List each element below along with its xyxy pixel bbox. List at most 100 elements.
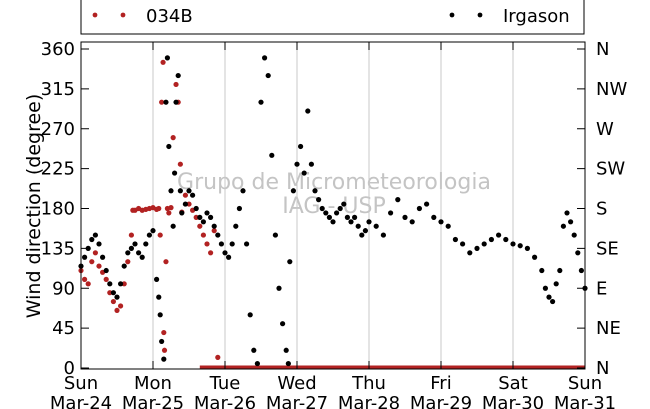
point-irgason-49 xyxy=(229,241,235,247)
y2-tick-label-3: SE xyxy=(596,238,619,259)
y2-tick-label-1: NE xyxy=(596,318,621,339)
point-irgason-33 xyxy=(175,72,181,79)
point-034b-45 xyxy=(208,250,214,256)
point-irgason-80 xyxy=(337,205,343,212)
point-irgason-7 xyxy=(103,267,109,274)
point-irgason-68 xyxy=(294,161,300,167)
point-irgason-99 xyxy=(445,223,451,229)
point-irgason-104 xyxy=(481,241,487,247)
point-034b-5 xyxy=(96,263,102,269)
point-irgason-63 xyxy=(280,321,286,327)
point-irgason-22 xyxy=(156,294,162,300)
y-tick-labels: 0 45 90 135 180 225 270 315 360 xyxy=(41,39,75,379)
point-irgason-24 xyxy=(159,338,165,345)
point-irgason-1 xyxy=(82,254,88,260)
point-irgason-70 xyxy=(301,170,307,176)
point-irgason-75 xyxy=(319,205,325,212)
point-irgason-23 xyxy=(157,312,163,318)
point-irgason-51 xyxy=(236,205,242,212)
point-irgason-20 xyxy=(150,228,156,234)
x-tick-date-6: Mar-30 xyxy=(482,393,544,409)
y2-tick-label-8: N xyxy=(596,39,609,60)
point-irgason-42 xyxy=(204,210,210,216)
point-irgason-34 xyxy=(177,188,183,194)
point-irgason-90 xyxy=(380,232,386,238)
point-irgason-103 xyxy=(474,245,480,251)
y-tick-label-6: 270 xyxy=(41,119,75,140)
point-irgason-115 xyxy=(550,298,556,305)
point-irgason-73 xyxy=(312,188,318,194)
y2-tick-label-5: SW xyxy=(596,159,625,180)
point-irgason-59 xyxy=(265,72,271,79)
point-irgason-65 xyxy=(285,360,291,367)
axis-ticks xyxy=(80,42,586,369)
point-irgason-15 xyxy=(132,241,138,247)
point-034b-39 xyxy=(186,201,192,207)
point-irgason-64 xyxy=(283,347,289,353)
x-tick-date-3: Mar-27 xyxy=(266,393,328,409)
point-irgason-62 xyxy=(276,285,282,291)
point-irgason-38 xyxy=(190,192,196,198)
point-irgason-111 xyxy=(532,254,538,260)
point-irgason-55 xyxy=(251,347,257,353)
point-irgason-48 xyxy=(226,254,232,260)
point-irgason-17 xyxy=(139,254,145,260)
y-tick-label-0: 0 xyxy=(64,358,75,379)
point-034b-1 xyxy=(82,276,88,282)
x-tick-date-2: Mar-26 xyxy=(194,393,256,409)
x-tick-date-7: Mar-31 xyxy=(554,393,616,409)
y-tick-label-8: 360 xyxy=(41,39,75,60)
point-irgason-10 xyxy=(114,294,120,300)
point-irgason-60 xyxy=(269,152,275,158)
point-irgason-101 xyxy=(460,241,466,247)
point-irgason-97 xyxy=(431,214,437,220)
x-tick-day-6: Sat xyxy=(498,373,528,394)
point-034b-42 xyxy=(197,223,203,229)
point-irgason-87 xyxy=(362,228,368,234)
point-irgason-3 xyxy=(89,236,95,243)
point-034b-12 xyxy=(121,281,127,287)
point-irgason-43 xyxy=(208,214,214,220)
point-034b-10 xyxy=(114,307,120,314)
point-034b-26 xyxy=(160,59,166,65)
point-irgason-117 xyxy=(557,267,563,274)
point-irgason-56 xyxy=(254,360,260,367)
legend-marker-irgason-1 xyxy=(449,12,455,18)
point-irgason-81 xyxy=(341,201,347,207)
legend-label-034b: 034B xyxy=(146,6,193,27)
legend: 034B Irgason xyxy=(80,0,585,35)
scatter-points xyxy=(78,55,588,369)
point-irgason-16 xyxy=(136,250,142,256)
x-tick-day-5: Fri xyxy=(430,373,451,394)
point-irgason-100 xyxy=(452,236,458,243)
x-tick-day-1: Mon xyxy=(134,373,172,394)
point-irgason-83 xyxy=(348,219,354,225)
point-irgason-106 xyxy=(496,232,502,238)
point-irgason-37 xyxy=(186,188,192,194)
point-034b-36 xyxy=(177,161,183,167)
point-irgason-88 xyxy=(366,219,372,225)
point-irgason-67 xyxy=(290,188,296,194)
point-034b-4 xyxy=(92,250,98,256)
point-irgason-109 xyxy=(517,243,523,249)
point-irgason-32 xyxy=(173,99,179,105)
point-034b-25 xyxy=(159,99,165,105)
point-irgason-25 xyxy=(161,356,167,362)
legend-box xyxy=(80,0,585,35)
point-034b-34 xyxy=(173,81,179,88)
point-irgason-6 xyxy=(100,254,106,260)
point-034b-44 xyxy=(204,241,210,247)
point-irgason-28 xyxy=(166,143,172,150)
point-034b-9 xyxy=(110,298,116,305)
y2-tick-label-4: S xyxy=(596,199,607,220)
point-034b-7 xyxy=(103,276,109,282)
point-034b-27 xyxy=(161,329,167,336)
plot-frame xyxy=(80,41,586,370)
point-irgason-84 xyxy=(352,214,358,220)
x-tick-day-3: Wed xyxy=(277,373,316,394)
point-irgason-14 xyxy=(128,245,134,251)
point-irgason-9 xyxy=(110,290,116,296)
point-034b-31 xyxy=(166,210,172,216)
point-irgason-113 xyxy=(542,285,549,291)
